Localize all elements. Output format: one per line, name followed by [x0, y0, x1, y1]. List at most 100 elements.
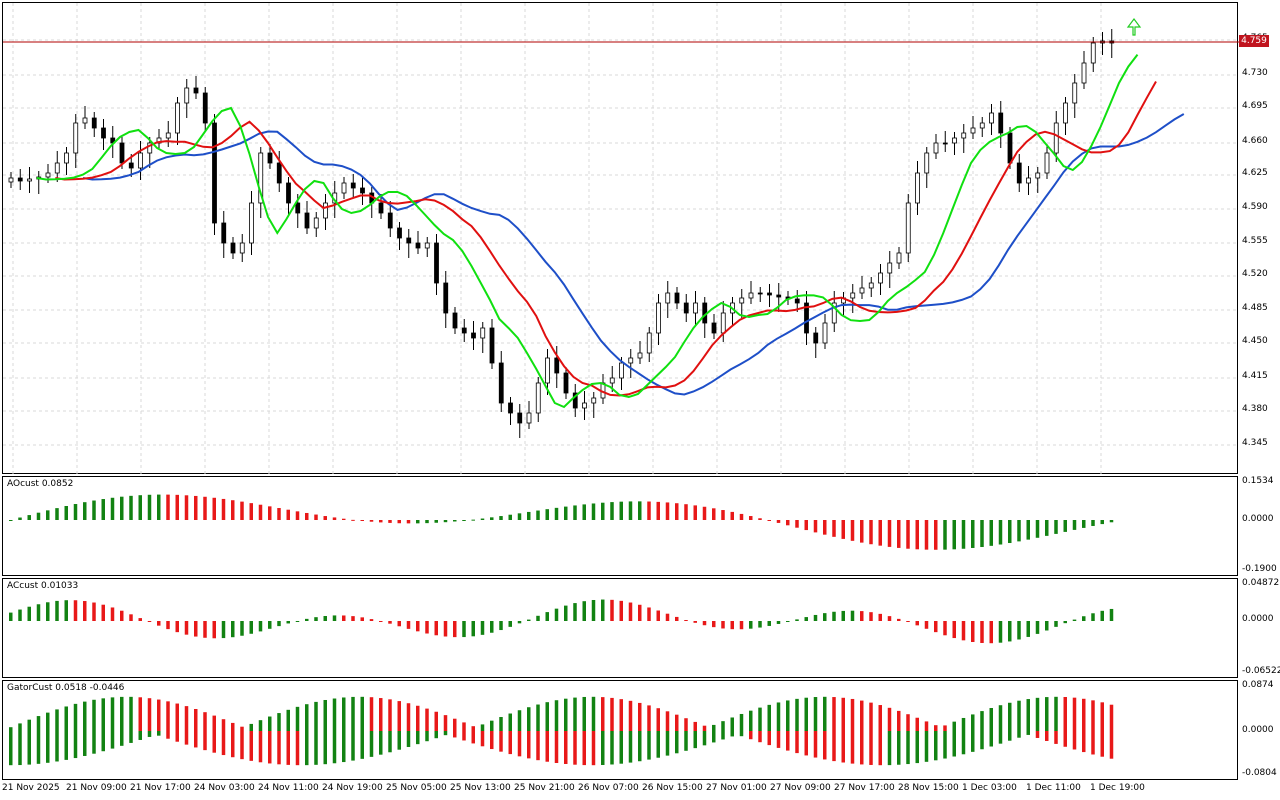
ao-tick-zero: 0.0000: [1242, 514, 1274, 524]
histogram-bar: [110, 697, 115, 731]
price-tick-label: 4.415: [1242, 371, 1268, 381]
histogram-bar: [813, 697, 818, 731]
histogram-bar: [554, 608, 559, 621]
histogram-bar: [360, 520, 364, 521]
histogram-bars: [9, 731, 1114, 766]
price-chart-pane[interactable]: [2, 2, 1239, 475]
histogram-bar: [850, 698, 855, 731]
histogram-bar: [841, 520, 845, 539]
histogram-bar: [841, 610, 845, 621]
histogram-bar: [758, 621, 762, 628]
histogram-bar: [101, 604, 105, 621]
histogram-bar: [915, 717, 919, 731]
histogram-bar: [517, 710, 522, 731]
histogram-bar: [915, 621, 919, 626]
histogram-bar: [693, 621, 697, 623]
histogram-bar: [406, 731, 411, 747]
histogram-bar: [27, 606, 31, 621]
histogram-bar: [332, 615, 337, 621]
histogram-bar: [767, 704, 771, 731]
price-tick-label: 4.660: [1242, 136, 1268, 146]
histogram-bar: [388, 699, 392, 731]
histogram-bar: [841, 731, 845, 763]
ac-pane[interactable]: ACcust 0.01033: [2, 578, 1238, 678]
histogram-bar: [656, 610, 660, 621]
histogram-bar: [434, 621, 438, 636]
histogram-bar: [656, 731, 660, 758]
histogram-bar: [730, 511, 734, 520]
histogram-bar: [1091, 700, 1095, 731]
histogram-bar: [83, 731, 87, 756]
histogram-bar: [231, 731, 235, 758]
histogram-bar: [961, 621, 966, 641]
histogram-bar: [9, 731, 13, 766]
histogram-bar: [332, 517, 337, 520]
candle-body: [184, 87, 190, 104]
histogram-bar: [212, 621, 216, 639]
histogram-bar: [878, 705, 882, 731]
histogram-bar: [795, 731, 799, 754]
histogram-bar: [434, 711, 438, 731]
histogram-bar: [240, 501, 244, 520]
histogram-bar: [961, 717, 966, 731]
gator-histogram: [9, 696, 1114, 766]
histogram-bar: [721, 721, 725, 731]
histogram-bar: [388, 621, 392, 624]
candle-body: [313, 217, 319, 229]
histogram-bar: [129, 614, 133, 621]
candle-body: [739, 297, 745, 304]
candle-body: [1090, 42, 1096, 64]
histogram-bar: [268, 716, 272, 731]
histogram-bar: [120, 696, 124, 731]
histogram-bar: [536, 615, 540, 621]
candle-body: [267, 152, 273, 164]
histogram-bar: [83, 701, 87, 731]
histogram-bar: [212, 731, 216, 753]
histogram-bar: [601, 731, 605, 765]
histogram-bar: [980, 520, 984, 548]
time-tick-label: 25 Nov 21:00: [514, 783, 575, 793]
histogram-bar: [406, 520, 411, 524]
ac-tick-max: 0.04872: [1242, 578, 1280, 588]
histogram-bar: [92, 699, 96, 731]
histogram-bar: [610, 502, 614, 520]
candle-body: [91, 117, 97, 129]
histogram-bar: [998, 621, 1003, 643]
gator-pane[interactable]: GatorCust 0.0518 -0.0446: [2, 680, 1238, 780]
candle-body: [545, 357, 550, 384]
histogram-bar: [545, 702, 549, 731]
histogram-bar: [203, 731, 207, 751]
histogram-bar: [314, 617, 318, 621]
histogram-bar: [823, 520, 827, 535]
histogram-bar: [36, 604, 41, 621]
price-tick-label: 4.625: [1242, 168, 1268, 178]
histogram-bar: [564, 605, 568, 621]
ac-histogram: [9, 599, 1114, 644]
ao-pane[interactable]: AOcust 0.0852: [2, 476, 1238, 576]
histogram-bar: [379, 621, 383, 622]
histogram-bar: [758, 518, 762, 520]
histogram-bar: [231, 621, 235, 638]
histogram-bar: [795, 698, 799, 731]
histogram-bar: [27, 731, 31, 765]
histogram-bar: [480, 621, 485, 635]
candle-body: [323, 202, 328, 219]
histogram-bar: [952, 621, 956, 639]
gator-tick-zero: 0.0000: [1242, 725, 1274, 735]
candle-body: [813, 332, 819, 344]
histogram-bar: [258, 621, 263, 632]
candle-body: [942, 142, 948, 145]
histogram-bar: [952, 520, 956, 550]
histogram-bar: [656, 708, 660, 731]
histogram-bar: [878, 731, 882, 766]
histogram-bar: [499, 516, 503, 520]
price-chart[interactable]: [3, 3, 1239, 475]
histogram-bar: [545, 509, 549, 520]
candle-body: [119, 142, 125, 164]
histogram-bar: [416, 621, 420, 632]
histogram-bar: [702, 725, 707, 731]
histogram-bars: [9, 494, 1114, 550]
histogram-bar: [434, 731, 438, 739]
candle-body: [45, 172, 51, 178]
time-tick-label: 27 Nov 01:00: [706, 783, 767, 793]
